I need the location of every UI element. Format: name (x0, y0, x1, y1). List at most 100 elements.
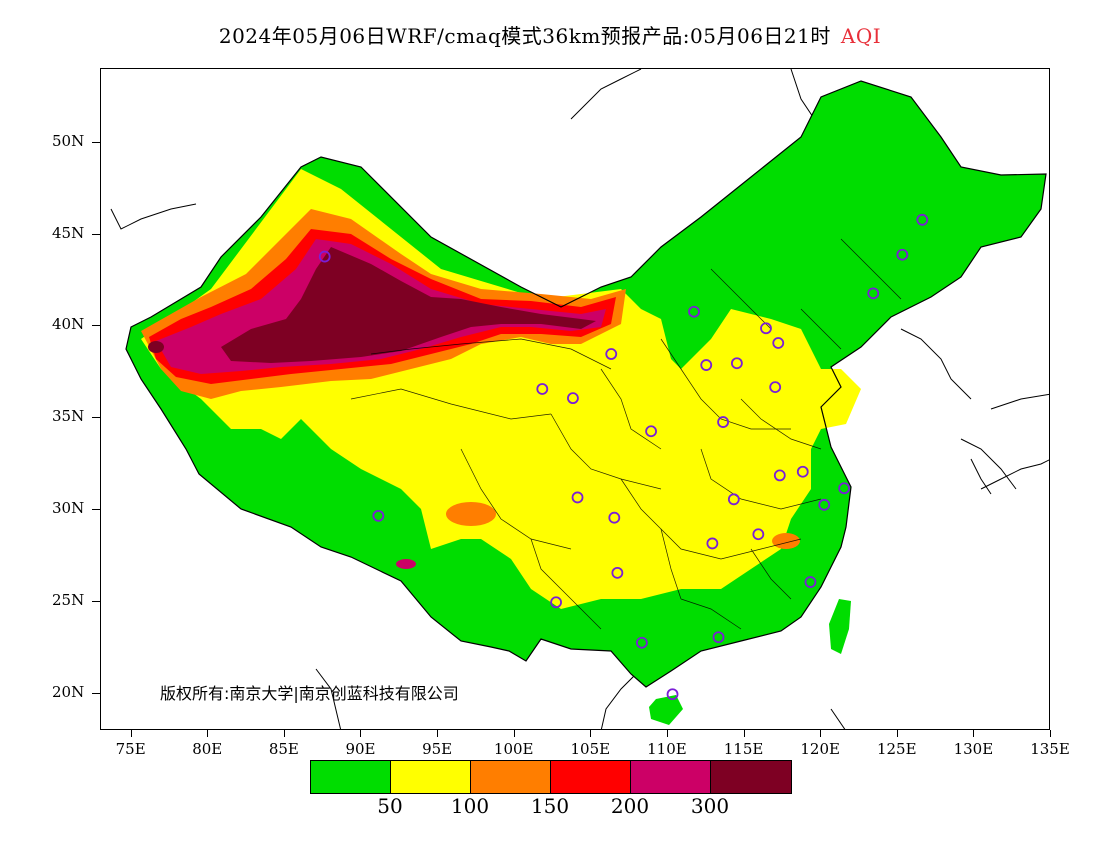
lon-tick-label: 110E (647, 740, 687, 758)
station-marker (752, 528, 765, 541)
lon-tick-label: 130E (953, 740, 994, 758)
colorbar-swatch (551, 761, 631, 793)
map-title: 2024年05月06日WRF/cmaq模式36km预报产品:05月06日21时 A… (0, 20, 1100, 49)
lon-tick-mark (283, 730, 285, 737)
station-marker (571, 491, 584, 504)
lon-tick-label: 90E (345, 740, 376, 758)
colorbar-swatch (471, 761, 551, 793)
lat-tick-label: 40N (52, 315, 85, 334)
colorbar-swatch (311, 761, 391, 793)
colorbar-label: 100 (450, 794, 490, 818)
lat-tick-label: 35N (52, 407, 85, 426)
aqi-taiwan-island (829, 599, 851, 654)
station-marker (605, 348, 618, 360)
lon-tick-mark (896, 730, 898, 737)
lon-tick-mark (513, 730, 515, 737)
title-variable: AQI (840, 24, 882, 48)
aqi-hazardous-field (221, 247, 596, 363)
lon-tick-label: 80E (192, 740, 223, 758)
lon-tick-mark (743, 730, 745, 737)
title-main: 2024年05月06日WRF/cmaq模式36km预报产品:05月06日21时 (218, 24, 831, 48)
lon-tick-label: 115E (723, 740, 764, 758)
station-marker (608, 511, 621, 524)
aqi-orange-patch-sichuan (446, 502, 496, 526)
station-marker (838, 482, 851, 495)
station-marker (645, 425, 657, 438)
station-marker (727, 493, 740, 506)
aqi-orange-patch-south (772, 533, 800, 549)
neighbor-coastlines (110, 69, 1049, 729)
aqi-hainan-island (649, 695, 683, 725)
lon-tick-label: 95E (422, 740, 453, 758)
station-marker (867, 287, 880, 300)
lon-tick-mark (130, 730, 132, 737)
aqi-hazardous-spot (148, 341, 164, 353)
china-outline (125, 80, 1047, 688)
lat-tick-label: 50N (52, 131, 85, 150)
lat-tick-label: 30N (52, 499, 85, 518)
lat-tick-label: 45N (52, 223, 85, 242)
lat-tick-mark (92, 141, 100, 143)
monitoring-stations (318, 213, 929, 701)
station-marker (796, 465, 809, 478)
station-marker (760, 322, 772, 335)
station-marker (611, 566, 624, 579)
station-marker (818, 498, 831, 511)
aqi-map (110, 69, 1049, 729)
station-marker (804, 576, 817, 588)
copyright-text: 版权所有:南京大学|南京创蓝科技有限公司 (160, 684, 459, 703)
lat-tick-mark (92, 417, 100, 419)
lon-tick-mark (666, 730, 668, 737)
map-frame (100, 68, 1050, 730)
lat-tick-mark (92, 325, 100, 327)
lat-tick-label: 25N (52, 591, 85, 610)
lon-tick-mark (973, 730, 975, 737)
station-marker (896, 248, 909, 261)
colorbar-label: 150 (530, 794, 570, 818)
station-marker (666, 688, 679, 701)
lon-tick-mark (820, 730, 822, 737)
colorbar-label: 200 (610, 794, 650, 818)
station-marker (769, 381, 782, 394)
lat-tick-mark (92, 601, 100, 603)
lon-tick-label: 135E (1030, 740, 1070, 758)
lon-tick-mark (207, 730, 209, 737)
station-marker (712, 631, 725, 644)
lon-tick-mark (1050, 730, 1051, 737)
station-marker (688, 305, 700, 318)
aqi-colorbar (310, 760, 792, 794)
station-marker (706, 537, 719, 550)
lon-tick-label: 120E (800, 740, 840, 758)
station-marker (773, 469, 786, 482)
station-marker (700, 359, 713, 371)
station-marker (916, 213, 929, 226)
colorbar-swatch (711, 761, 791, 793)
lon-tick-label: 100E (493, 740, 534, 758)
colorbar-label: 50 (377, 794, 403, 818)
station-marker (717, 416, 729, 428)
station-marker (318, 250, 331, 263)
aqi-red-spot-tibet (396, 559, 416, 569)
station-marker (372, 509, 385, 522)
station-marker (772, 337, 785, 349)
lat-tick-mark (92, 233, 100, 235)
province-borders (350, 238, 902, 630)
lat-tick-label: 20N (52, 683, 85, 702)
lat-tick-mark (92, 509, 100, 511)
lon-tick-label: 85E (268, 740, 299, 758)
colorbar-swatch (391, 761, 471, 793)
colorbar-swatch (631, 761, 711, 793)
lat-tick-mark (92, 693, 100, 695)
colorbar-label: 300 (690, 794, 730, 818)
station-marker (567, 392, 579, 405)
station-marker (635, 636, 648, 649)
station-marker (536, 383, 549, 395)
station-marker (730, 357, 743, 370)
lon-tick-label: 75E (115, 740, 146, 758)
aqi-fields (126, 81, 1046, 725)
lon-tick-label: 105E (570, 740, 611, 758)
lon-tick-label: 125E (876, 740, 917, 758)
lon-tick-mark (590, 730, 592, 737)
lon-tick-mark (360, 730, 362, 737)
lon-tick-mark (437, 730, 439, 737)
